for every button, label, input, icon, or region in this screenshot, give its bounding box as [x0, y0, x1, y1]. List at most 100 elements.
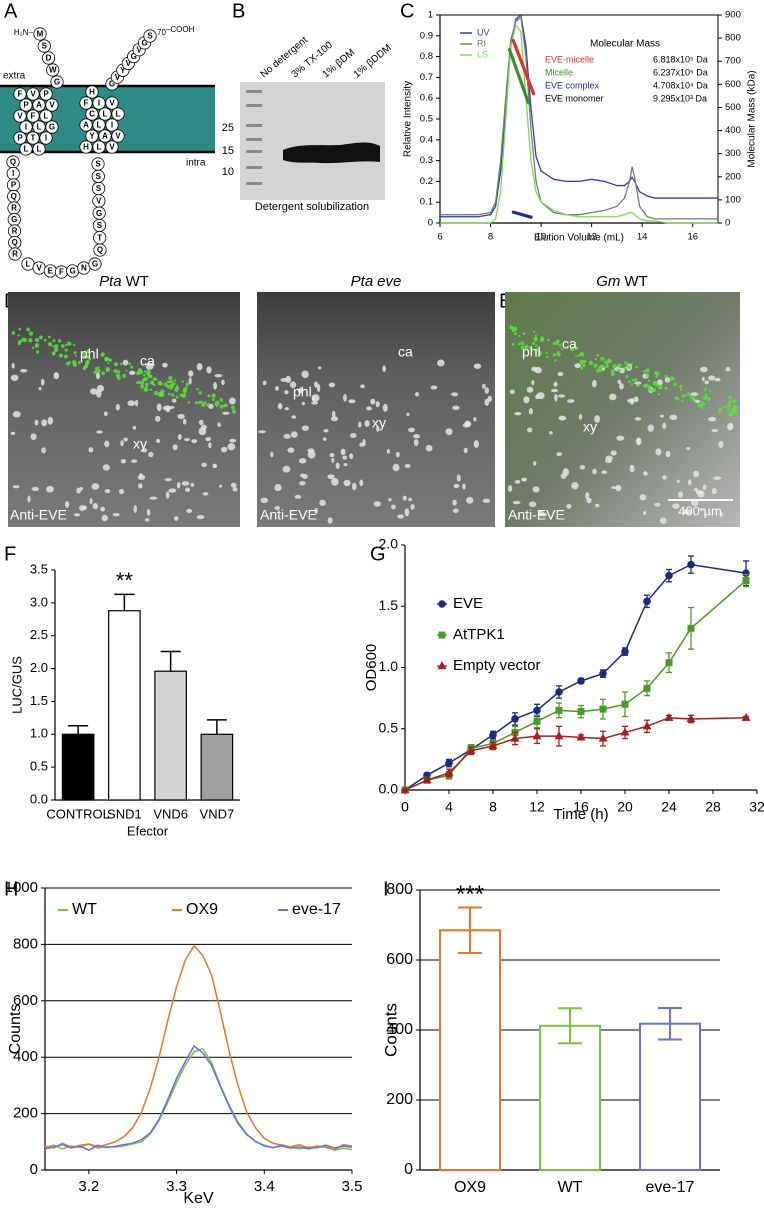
- vessel: [595, 503, 600, 508]
- fluorescence: [689, 394, 694, 399]
- point: [599, 705, 607, 713]
- vessel: [360, 384, 365, 389]
- vessel: [11, 362, 15, 369]
- x-tick-label: 8: [489, 799, 497, 815]
- vessel: [82, 505, 87, 510]
- vessel: [258, 430, 266, 434]
- vessel: [92, 502, 99, 510]
- vessel: [452, 499, 457, 506]
- vessel: [12, 411, 21, 418]
- fluorescence: [596, 354, 599, 357]
- mass-name: Micelle: [545, 67, 573, 77]
- vessel: [554, 393, 558, 402]
- vessel: [20, 368, 28, 373]
- x-tick-label: 12: [586, 232, 597, 243]
- legend-label: EVE: [453, 595, 483, 612]
- fluorescence: [517, 342, 521, 346]
- vessel: [350, 433, 357, 438]
- vessel: [392, 463, 400, 472]
- y-tick-label: 0.7: [420, 72, 433, 83]
- vessel: [473, 363, 482, 369]
- fluorescence: [58, 353, 64, 358]
- n-terminus: H₂N–: [14, 28, 34, 37]
- vessel: [34, 419, 39, 426]
- fluorescence: [554, 358, 557, 362]
- y-tick-label: 600: [13, 992, 38, 1009]
- bar: [61, 733, 95, 801]
- residue-letter: V: [17, 112, 23, 121]
- vessel: [275, 386, 279, 391]
- bar: [539, 1024, 601, 1172]
- stain-label: Anti-EVE: [508, 507, 565, 523]
- vessel: [96, 430, 103, 434]
- vessel: [532, 486, 540, 493]
- fluorescence: [522, 332, 526, 335]
- vessel: [484, 398, 490, 406]
- vessel: [348, 399, 356, 404]
- protein-band: [283, 142, 380, 164]
- vessel: [683, 508, 692, 515]
- y2-tick-label: 200: [725, 171, 741, 182]
- vessel: [571, 482, 579, 490]
- vessel: [634, 381, 642, 385]
- fluorescence: [702, 395, 707, 400]
- fluorescence: [86, 349, 90, 354]
- fluorescence: [691, 397, 696, 402]
- vessel: [557, 371, 564, 377]
- vessel: [413, 434, 420, 439]
- fluorescence: [534, 334, 537, 337]
- vessel: [414, 392, 420, 397]
- residue: [26, 109, 40, 123]
- y2-tick-label: 300: [725, 148, 741, 159]
- residue: [33, 27, 47, 41]
- vessel: [208, 442, 212, 449]
- vessel: [410, 503, 415, 510]
- residue-letter: I: [25, 123, 27, 132]
- point: [642, 721, 652, 730]
- point: [554, 731, 564, 740]
- vessel: [382, 365, 386, 372]
- vessel: [289, 381, 297, 389]
- fluorescence: [624, 361, 628, 365]
- residue-letter: G: [109, 80, 115, 89]
- residue: [111, 107, 125, 121]
- y-axis-label: Relative Intensity: [403, 81, 414, 157]
- vessel: [46, 485, 54, 493]
- gel: [240, 82, 385, 200]
- fluorescence: [105, 368, 109, 372]
- fluorescence: [196, 387, 199, 391]
- fluorescence: [545, 352, 548, 355]
- fluorescence: [664, 374, 668, 378]
- vessel: [198, 427, 207, 436]
- point: [576, 732, 586, 741]
- y-tick-label: 0.1: [420, 197, 433, 208]
- fluorescence: [43, 338, 47, 342]
- vessel: [146, 509, 151, 516]
- vessel: [172, 398, 177, 403]
- vessel: [182, 418, 187, 425]
- vessel: [327, 517, 333, 524]
- fluorescence: [137, 380, 141, 385]
- fluorescence: [676, 397, 680, 401]
- panel-label: I: [383, 878, 389, 900]
- vessel: [40, 378, 45, 386]
- vessel: [556, 452, 563, 457]
- residue-letter: G: [141, 38, 147, 47]
- x-axis-label: Elution Volume (mL): [534, 233, 624, 244]
- residue: [32, 98, 46, 112]
- residue: [92, 118, 106, 132]
- vessel: [331, 457, 335, 463]
- vessel: [232, 487, 238, 492]
- fluorescence: [57, 339, 62, 343]
- panel-label: F: [4, 543, 16, 565]
- mass-title: Molecular Mass: [590, 39, 660, 50]
- fluorescence: [219, 404, 224, 409]
- vessel: [574, 363, 581, 369]
- image-title: Gm WT: [596, 273, 648, 290]
- fluorescence: [153, 390, 159, 396]
- c-term-label: –COOH: [166, 25, 195, 34]
- residue-letter: F: [59, 268, 64, 277]
- fluorescence: [181, 380, 184, 383]
- vessel: [186, 508, 193, 513]
- ladder-band: [246, 90, 262, 93]
